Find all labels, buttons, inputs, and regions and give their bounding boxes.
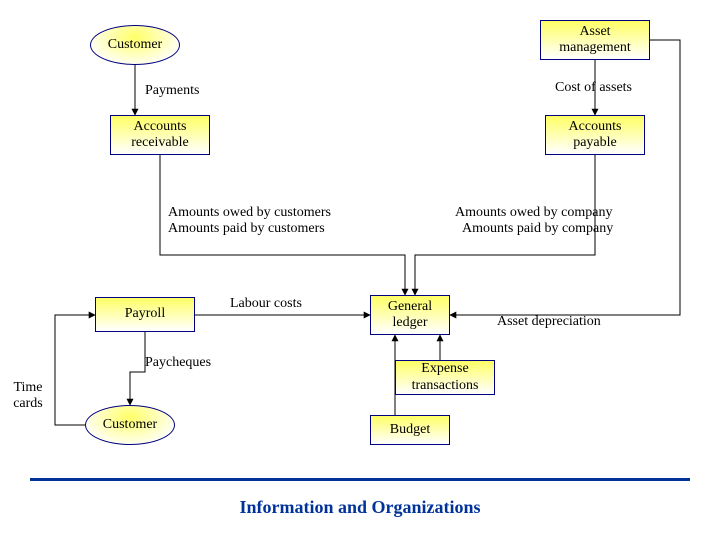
node-label: Budget	[390, 422, 430, 438]
node-payroll: Payroll	[95, 297, 195, 332]
edge-label-owed-by-company: Amounts owed by company	[455, 205, 612, 221]
node-customer-bottom: Customer	[85, 405, 175, 445]
edge-label-payments: Payments	[145, 83, 199, 99]
node-label: Customer	[103, 417, 157, 433]
node-budget: Budget	[370, 415, 450, 445]
node-accounts-payable: Accounts payable	[545, 115, 645, 155]
node-label: Payroll	[125, 306, 165, 322]
footer-rule	[30, 478, 690, 481]
edge-label-paycheques: Paycheques	[145, 355, 211, 371]
edge-label-cost-of-assets: Cost of assets	[555, 80, 632, 96]
edge-label-paid-by-company: Amounts paid by company	[462, 221, 613, 237]
node-general-ledger: General ledger	[370, 295, 450, 335]
node-expense-transactions: Expense transactions	[395, 360, 495, 395]
edge-label-asset-depreciation: Asset depreciation	[497, 314, 601, 330]
node-label: General ledger	[388, 299, 432, 331]
node-label: Asset management	[559, 24, 631, 56]
edge-label-paid-by-customers: Amounts paid by customers	[168, 221, 325, 237]
label-time-cards: Time cards	[3, 380, 53, 412]
node-label: Accounts payable	[569, 119, 622, 151]
node-label: Accounts receivable	[131, 119, 189, 151]
node-label: Customer	[108, 37, 162, 53]
edge-label-labour-costs: Labour costs	[230, 296, 302, 312]
edge-label-owed-by-customers: Amounts owed by customers	[168, 205, 331, 221]
node-customer-top: Customer	[90, 25, 180, 65]
node-label: Expense transactions	[412, 361, 479, 393]
node-accounts-receivable: Accounts receivable	[110, 115, 210, 155]
page-title: Information and Organizations	[0, 497, 720, 518]
node-asset-management: Asset management	[540, 20, 650, 60]
